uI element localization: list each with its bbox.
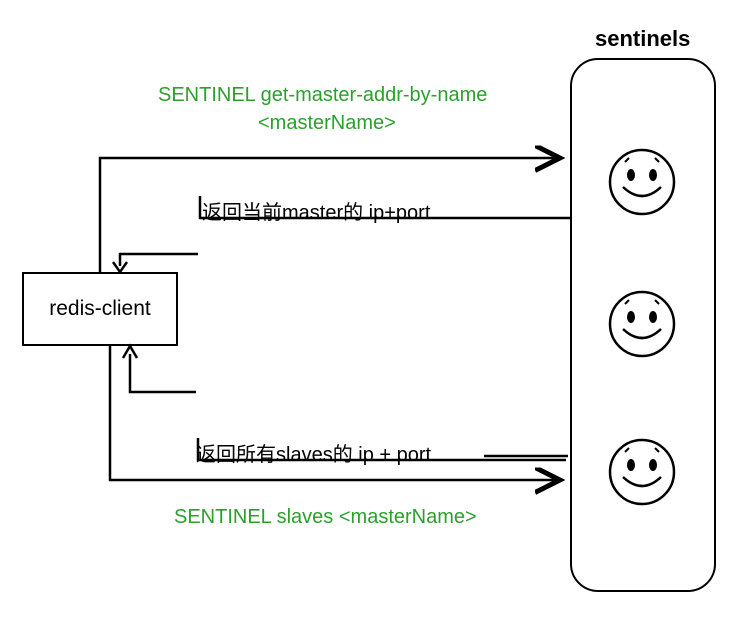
arrow-resp1-top (200, 196, 570, 218)
arrow-resp1-bottom (120, 254, 198, 266)
diagram-canvas: sentinels redis-client SENTINEL get-mast… (0, 0, 754, 642)
arrows-layer (0, 0, 754, 642)
arrow-resp2-bottom (130, 354, 196, 392)
